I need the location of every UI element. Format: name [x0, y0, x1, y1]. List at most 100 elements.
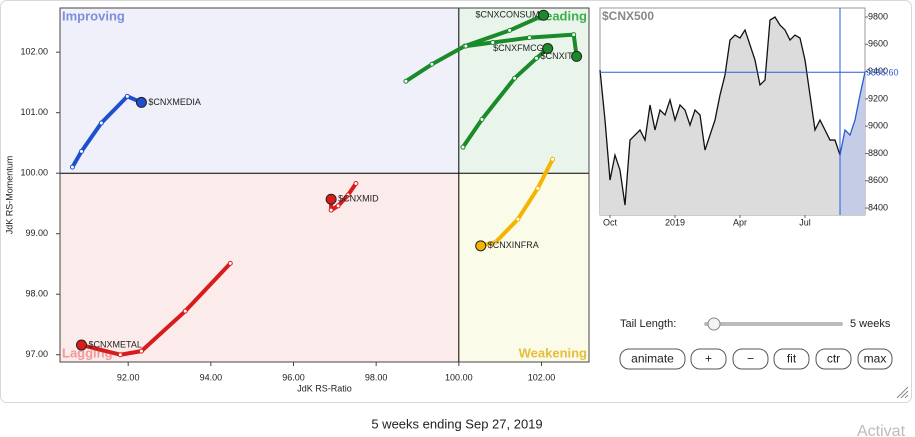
tail-price-area [840, 72, 865, 215]
head-point [135, 96, 147, 108]
x-tick-label: 96.00 [282, 372, 305, 382]
x-tick-label: Apr [733, 217, 747, 227]
chart-title: $CNX500 [602, 9, 654, 23]
button[interactable] [732, 348, 769, 370]
series-label: $CNXINFRA [488, 240, 539, 250]
head-point [571, 50, 583, 62]
tail-point [512, 75, 518, 81]
y-tick-label: 8400 [868, 202, 888, 212]
grip-line [896, 386, 909, 399]
watermark: Activat [857, 423, 906, 437]
y-tick-label: 9600 [868, 39, 888, 49]
price-area [600, 17, 840, 215]
tail-point [493, 239, 499, 245]
tail-point [515, 216, 521, 222]
series-label: $CNXMID [338, 194, 379, 204]
y-tick-label: 9200 [868, 93, 888, 103]
x-tick-label: 2019 [665, 217, 685, 227]
tail-point [429, 61, 435, 67]
quadrant-label: Weakening [519, 345, 587, 360]
tail-length-label: Tail Length: [620, 318, 676, 330]
series-label: $CNXMEDIA [148, 97, 201, 107]
current-label: 9395.60 [866, 68, 899, 78]
tail-point [550, 156, 556, 162]
quadrant-lagging [60, 173, 459, 362]
x-tick-label: 92.00 [117, 372, 140, 382]
tail-point [124, 93, 130, 99]
tail-point [526, 35, 532, 41]
y-tick-label: 99.00 [25, 228, 48, 238]
quadrant-improving [60, 8, 459, 174]
head-point [475, 240, 487, 252]
tail-point [98, 120, 104, 126]
head-point [542, 43, 554, 55]
tail-point [182, 308, 188, 314]
button-label[interactable]: fit [787, 352, 797, 366]
x-tick-label: 94.00 [200, 372, 223, 382]
tail-point [69, 164, 75, 170]
x-tick-label: Jul [799, 217, 811, 227]
y-tick-label: 100.00 [20, 168, 48, 178]
y-tick-label: 8800 [868, 148, 888, 158]
slider-knob[interactable] [707, 317, 721, 331]
button[interactable] [690, 348, 727, 370]
y-tick-label: 98.00 [25, 289, 48, 299]
series-label: $CNXFMCG [493, 43, 544, 53]
tail-point [535, 185, 541, 191]
tail-point [571, 32, 577, 38]
series-label: $CNXCONSUM [476, 10, 540, 20]
resize-grip[interactable] [896, 386, 909, 399]
plot-border [59, 7, 590, 363]
button[interactable] [815, 348, 852, 370]
x-tick-label: 98.00 [365, 372, 388, 382]
series-label: $CNXIT [541, 51, 574, 61]
tail-point [507, 27, 513, 33]
tail-point [117, 352, 123, 358]
y-tick-label: 9000 [868, 121, 888, 131]
tail-point [345, 192, 351, 198]
button-label[interactable]: max [864, 352, 887, 366]
quadrant-label: Improving [62, 8, 125, 23]
y-tick-label: 9800 [868, 11, 888, 21]
tail-length-value: 5 weeks [850, 318, 891, 330]
y-tick-label: 8600 [868, 175, 888, 185]
grip-line [904, 394, 909, 399]
price-line [599, 16, 841, 206]
head-point [538, 9, 550, 21]
tail-price-line [839, 72, 866, 156]
tail-point [138, 348, 144, 354]
x-tick-label: 100.00 [445, 372, 473, 382]
button[interactable] [773, 348, 810, 370]
y-tick-label: 102.00 [20, 47, 48, 57]
tail-point [335, 203, 341, 209]
tail-point [463, 43, 469, 49]
quadrant-weakening [458, 173, 589, 362]
tail-point [460, 144, 466, 150]
y-tick-label: 9400 [868, 66, 888, 76]
x-tick-label: 102.00 [528, 372, 556, 382]
x-axis-title: JdK RS-Ratio [297, 383, 352, 393]
tail-point [353, 180, 359, 186]
footer: 5 weeks ending Sep 27, 2019 [371, 416, 542, 431]
quadrant-leading [458, 8, 589, 174]
tail-point [328, 207, 334, 213]
tail-point [534, 55, 540, 61]
y-tick-label: 97.00 [25, 349, 48, 359]
tail-point [78, 148, 84, 154]
x-tick-label: Oct [603, 217, 618, 227]
series-label: $CNXMETAL [88, 339, 141, 349]
button-label[interactable]: + [705, 352, 712, 366]
tail-point [227, 260, 233, 266]
button-label[interactable]: ctr [827, 352, 840, 366]
button-label[interactable]: − [747, 352, 754, 366]
tail-point [490, 39, 496, 45]
button-label[interactable]: animate [631, 352, 674, 366]
button[interactable] [619, 348, 686, 370]
button[interactable] [857, 348, 893, 370]
tail-point [403, 78, 409, 84]
y-tick-label: 101.00 [20, 107, 48, 117]
head-point [75, 339, 87, 351]
grip-line [900, 390, 909, 399]
tail-point [479, 116, 485, 122]
